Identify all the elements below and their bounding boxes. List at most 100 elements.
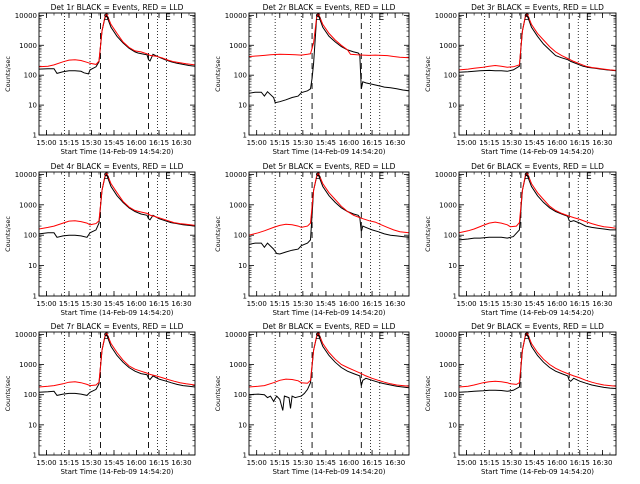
reference-lines <box>64 172 167 296</box>
y-tick-label: 10000 <box>225 12 247 20</box>
panel-title: Det 2r BLACK = Events, RED = LLD <box>263 3 396 12</box>
x-axis-label: Start Time (14-Feb-09 14:54:20) <box>481 468 594 476</box>
x-tick-label: 15:30 <box>293 459 313 467</box>
x-tick-label: 15:30 <box>293 139 313 147</box>
x-tick-label: 15:00 <box>247 300 267 308</box>
y-tick-label: 100 <box>444 232 457 240</box>
x-axis-label: Start Time (14-Feb-09 14:54:20) <box>272 309 385 317</box>
series-events-line <box>249 333 409 411</box>
y-tick-label: 10 <box>28 421 37 429</box>
detector-panel: Det 7r BLACK = Events, RED = LLD Counts/s… <box>4 322 196 476</box>
panel-title: Det 6r BLACK = Events, RED = LLD <box>471 162 604 171</box>
y-tick-label: 1 <box>33 132 37 140</box>
y-tick-label: 100 <box>24 391 37 399</box>
series-events-line <box>459 173 616 241</box>
x-tick-label: 16:00 <box>126 459 146 467</box>
y-tick-label: 10000 <box>435 12 457 20</box>
y-tick-label: 10000 <box>435 171 457 179</box>
marker-label: S <box>315 332 321 342</box>
y-tick-label: 10 <box>448 421 457 429</box>
plot-frame <box>248 331 410 456</box>
x-tick-label: 15:45 <box>524 139 544 147</box>
panel-title: Det 7r BLACK = Events, RED = LLD <box>51 322 184 331</box>
series-lld-line <box>459 13 616 71</box>
y-tick-label: 1000 <box>439 42 457 50</box>
series-events-line <box>459 13 616 73</box>
y-tick-label: 10 <box>238 102 247 110</box>
plot-frame <box>38 171 196 297</box>
series-events-line <box>39 333 195 396</box>
y-tick-label: 100 <box>234 72 247 80</box>
x-tick-label: 16:00 <box>126 139 146 147</box>
x-tick-label: 16:15 <box>362 300 382 308</box>
y-axis-label: Counts/sec <box>424 216 432 252</box>
x-tick-label: 15:45 <box>104 139 124 147</box>
reference-lines <box>274 332 381 455</box>
marker-label: E <box>586 13 592 23</box>
y-tick-label: 10000 <box>225 171 247 179</box>
detector-panel: Det 9r BLACK = Events, RED = LLD Counts/s… <box>424 322 617 476</box>
x-tick-label: 15:15 <box>59 139 79 147</box>
marker-label: E <box>378 13 384 23</box>
y-axis-label: Counts/sec <box>214 216 222 252</box>
x-tick-label: 15:00 <box>456 459 476 467</box>
x-tick-label: 16:15 <box>362 139 382 147</box>
x-tick-label: 15:15 <box>479 139 499 147</box>
series-lld-line <box>249 332 409 388</box>
panel-title: Det 5r BLACK = Events, RED = LLD <box>263 162 396 171</box>
marker-label: E <box>586 332 592 342</box>
plot-frame <box>248 171 410 297</box>
y-tick-label: 100 <box>24 72 37 80</box>
reference-lines <box>484 13 588 135</box>
detector-panel: Det 5r BLACK = Events, RED = LLD Counts/s… <box>214 162 410 317</box>
x-tick-label: 15:15 <box>59 300 79 308</box>
plot-frame <box>38 331 196 456</box>
x-axis-label: Start Time (14-Feb-09 14:54:20) <box>481 148 594 156</box>
marker-label: S <box>524 332 530 342</box>
x-tick-label: 16:15 <box>149 459 169 467</box>
y-tick-label: 1000 <box>19 361 37 369</box>
marker-label: S <box>104 332 110 342</box>
x-tick-label: 16:15 <box>362 459 382 467</box>
y-axis-label: Counts/sec <box>4 216 12 252</box>
x-tick-label: 16:15 <box>570 459 590 467</box>
panel-title: Det 9r BLACK = Events, RED = LLD <box>471 322 604 331</box>
x-tick-label: 15:45 <box>524 300 544 308</box>
y-tick-label: 100 <box>234 232 247 240</box>
series-events-line <box>39 14 195 75</box>
x-tick-label: 15:15 <box>479 459 499 467</box>
series-group <box>249 172 409 255</box>
plot-frame <box>248 12 410 136</box>
reference-lines <box>64 332 167 455</box>
plot-frame <box>458 171 617 297</box>
y-axis-label: Counts/sec <box>424 56 432 92</box>
y-tick-label: 10 <box>448 102 457 110</box>
x-tick-label: 16:30 <box>385 300 405 308</box>
x-tick-label: 15:30 <box>81 139 101 147</box>
marker-label: S <box>315 13 321 23</box>
plot-frame <box>38 12 196 136</box>
y-axis-label: Counts/sec <box>214 56 222 92</box>
marker-label: E <box>165 172 171 182</box>
y-tick-label: 1000 <box>439 361 457 369</box>
series-lld-line <box>249 172 409 236</box>
x-axis-label: Start Time (14-Feb-09 14:54:20) <box>60 148 173 156</box>
reference-lines <box>484 332 588 455</box>
x-axis-label: Start Time (14-Feb-09 14:54:20) <box>481 309 594 317</box>
marker-label: S <box>524 172 530 182</box>
marker-label: S <box>104 13 110 23</box>
y-tick-label: 1 <box>33 293 37 301</box>
x-tick-label: 15:45 <box>316 300 336 308</box>
x-tick-label: 15:00 <box>36 300 56 308</box>
panel-title: Det 3r BLACK = Events, RED = LLD <box>471 3 604 12</box>
x-tick-label: 16:30 <box>171 139 191 147</box>
x-tick-label: 15:15 <box>270 459 290 467</box>
y-tick-label: 10000 <box>15 171 37 179</box>
y-tick-label: 1 <box>33 452 37 460</box>
x-tick-label: 16:00 <box>547 139 567 147</box>
x-tick-label: 16:30 <box>385 139 405 147</box>
x-tick-label: 15:45 <box>104 300 124 308</box>
x-tick-label: 15:30 <box>81 300 101 308</box>
series-lld-line <box>249 13 409 59</box>
